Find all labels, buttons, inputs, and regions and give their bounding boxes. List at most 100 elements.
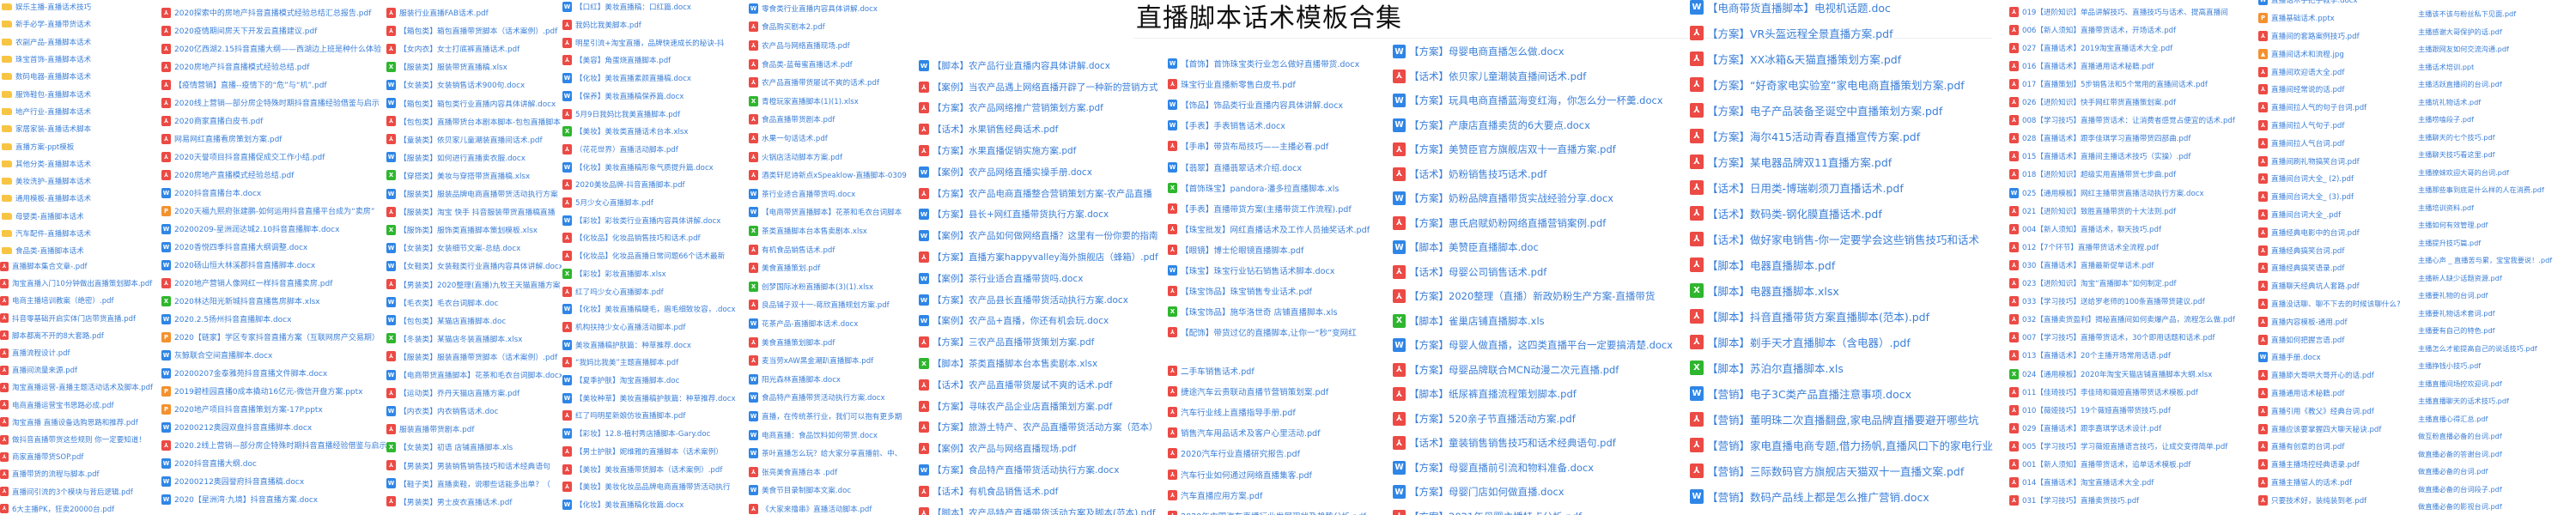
file-item[interactable]: W 【彩妆】彩妆类行业直播内容具体讲解.docx bbox=[562, 211, 720, 229]
file-item[interactable]: ⅄ 014【直播话术】淘宝直播话术大全.pdf bbox=[2009, 474, 2154, 492]
file-item[interactable]: ⅄ 淘宝直播入门10分钟做出直播策划脚本.pdf bbox=[0, 275, 152, 292]
file-item[interactable]: P 2020【链家】学区专家抖音直播方案（互联网房产交易期） bbox=[161, 328, 380, 346]
file-item[interactable]: ⅄ 2020美妆品牌-抖音直播脚本.pdf bbox=[562, 176, 685, 194]
file-item[interactable]: W 【案例】茶行业适合直播带货吗.docx bbox=[919, 268, 1083, 289]
file-item[interactable]: ⅄ 2020商家直播白皮书.pdf bbox=[161, 112, 263, 130]
file-item[interactable]: W 茶叶直播怎么玩？给大家分享直播前、中、 bbox=[749, 444, 902, 463]
file-item[interactable]: W 【方案】母婴电商直播怎么做.docx bbox=[1393, 39, 1564, 64]
file-item[interactable]: W 【方案】母婴直播前引流和物料准备.docx bbox=[1393, 456, 1594, 481]
file-item[interactable]: 主播跟网友如何交流沟通.pdf bbox=[2418, 40, 2509, 58]
file-item[interactable]: 主播培训资料.pdf bbox=[2418, 199, 2474, 217]
file-item[interactable]: X 【服饰类】服饰类直播脚本策划模板.xlsx bbox=[386, 221, 538, 239]
file-item[interactable]: ⅄ 直播通用话术秘籍.pdf bbox=[2258, 385, 2344, 403]
file-item[interactable]: ⅄ 019【进阶知识】单品讲解技巧、直播技巧与话术、提高直播间 bbox=[2009, 3, 2228, 21]
file-item[interactable]: ⅄ 服装直播带货剧本.pdf bbox=[386, 420, 474, 438]
file-item[interactable]: ⅄ 016【直播话术】直播通用话术秘籍.pdf bbox=[2009, 57, 2154, 75]
file-item[interactable]: W 【服装类】如何进行直播卖衣服.docx bbox=[386, 148, 526, 167]
file-item[interactable]: 做互粉直播必备的台词.pdf bbox=[2418, 427, 2502, 445]
file-item[interactable]: ⅄ 脚本都离不开的8大套路.pdf bbox=[0, 327, 104, 344]
file-item[interactable]: W 花茶产品-直播脚本话术.docx bbox=[749, 314, 858, 333]
file-item[interactable]: ⅄ 淘宝直播运营-直播主题活动话术及脚本.pdf bbox=[0, 379, 153, 396]
file-item[interactable]: 主播撩妹欢迎大哥的台词.pdf bbox=[2418, 164, 2509, 182]
file-item[interactable]: X 【脚本】苏泊尔直播脚本.xls bbox=[1690, 354, 1844, 380]
folder-item[interactable]: 通用模板-直播脚本话术 bbox=[2, 190, 91, 207]
file-item[interactable]: W 【案例】农产品网络直播实操手册.docx bbox=[919, 161, 1092, 183]
file-item[interactable]: ⅄ 明星引流+淘宝直播，品牌快速成长的秘诀-抖 bbox=[562, 33, 725, 52]
file-item[interactable]: ⅄ 网易网红直播看房策划方案.pdf bbox=[161, 130, 282, 148]
file-item[interactable]: W 直播，在传统茶行业，我们可以抱有更多期 bbox=[749, 407, 902, 426]
file-item[interactable]: ⅄ 直播没话聊、聊不下去的时候该聊什么? bbox=[2258, 295, 2401, 313]
file-item[interactable]: ⅄ 红了吗明星新娘仿妆直播脚本.pdf bbox=[562, 407, 685, 425]
file-item[interactable]: P 直播基础话术.pptx bbox=[2258, 9, 2335, 27]
file-item[interactable]: W 【首饰】首饰珠宝类行业怎么做好直播带货.docx bbox=[1168, 53, 1359, 74]
file-item[interactable]: W 【保养】美妆直播稿保养篇.docx bbox=[562, 88, 683, 106]
file-item[interactable]: ⅄ 直播经典电影中的台词.pdf bbox=[2258, 223, 2360, 241]
folder-item[interactable]: 食品类-直播脚本话术 bbox=[2, 242, 84, 259]
file-item[interactable]: ⅄ 直播舔大哥哄大哥开心的话.pdf bbox=[2258, 367, 2374, 385]
file-item[interactable]: 主播要有自己的特色.pdf bbox=[2418, 322, 2495, 340]
file-item[interactable]: W 【女装类】女装细节文案-总结.docx bbox=[386, 239, 520, 257]
file-item[interactable]: W 美食节目录制脚本文案.doc bbox=[749, 482, 851, 500]
file-item[interactable]: ⅄ 005【学习技巧】学习薇娅直播语言技巧，让成交变得简单.pdf bbox=[2009, 437, 2227, 455]
file-item[interactable]: W 20200207金泰雅苑抖音直播文件脚本.docx bbox=[161, 364, 327, 382]
file-item[interactable]: ⅄ 直播应该要掌握四大聊天秘诀.pdf bbox=[2258, 420, 2381, 438]
file-item[interactable]: W 【营销】数码产品线上都是怎么推广营销.docx bbox=[1690, 483, 1929, 509]
file-item[interactable]: W 【口红】美妆直播稿：口红篇.docx bbox=[562, 0, 691, 16]
file-item[interactable]: ⅄ 【男装类】男士皮衣直播话术.pdf bbox=[386, 493, 512, 511]
file-item[interactable]: ⅄ 直播间拉人气句子.pdf bbox=[2258, 117, 2344, 135]
file-item[interactable]: W 20200212奥园双盘抖音直播脚本.docx bbox=[161, 418, 312, 436]
file-item[interactable]: ⅄ 电商直播运营宝书思路必成.pdf bbox=[0, 397, 114, 414]
file-item[interactable]: ⅄ 直播脚本集合文章-.pdf bbox=[0, 258, 88, 275]
file-item[interactable]: X 【服装类】服装带货直播稿.xlsx bbox=[386, 58, 507, 76]
file-item[interactable]: ⅄ 农产品与网络直播现场.pdf bbox=[749, 36, 850, 55]
file-item[interactable]: ⅄ 直播引用《教父》经典台词.pdf bbox=[2258, 402, 2374, 420]
file-item[interactable]: ⅄ 【方案】VR头盔远程全景直播方案.pdf bbox=[1690, 20, 1893, 45]
folder-item[interactable]: 珠宝首饰-直播脚本话术 bbox=[2, 51, 91, 68]
file-item[interactable]: ⅄ 007【学习技巧】直播带货话术，30个即用话题和话术.pdf bbox=[2009, 329, 2215, 347]
file-item[interactable]: ⅄ 2020探索中的房地产抖音直播模式经验总结汇总报告.pdf bbox=[161, 3, 371, 21]
file-item[interactable]: ⅄ 麦当劳xAW黑金潮趴直播脚本.pdf bbox=[749, 351, 873, 370]
file-item[interactable]: ⅄ 二手车销售话术.pdf bbox=[1168, 360, 1255, 381]
file-item[interactable]: ⅄ 【眼镜】博士伦眼镜直播脚本.pdf bbox=[1168, 239, 1303, 260]
file-item[interactable]: W 阳光森林直播脚本.docx bbox=[749, 370, 841, 389]
file-item[interactable]: ⅄ 【营销】董明珠二次直播翻盘,家电品牌直播要避开哪些坑 bbox=[1690, 406, 1978, 432]
file-item[interactable]: X 【首饰珠宝】pandora-潘多拉直播脚本.xls bbox=[1168, 178, 1339, 198]
file-item[interactable]: 主播挣钱小技巧.pdf bbox=[2418, 357, 2481, 375]
file-item[interactable]: X 青橙玩家直播脚本(1)(1).xlsx bbox=[749, 92, 859, 111]
file-item[interactable]: ⅄ 【配饰】带货过亿的直播脚本,让你一“秒”变网红 bbox=[1168, 322, 1357, 342]
file-item[interactable]: ⅄ 【运动类】乔丹天猫店直播方案.pdf bbox=[386, 384, 519, 402]
file-item[interactable]: 主播怎么才能提高自己的说话技巧.pdf bbox=[2418, 340, 2537, 358]
file-item[interactable]: 主播提升技巧篇.pdf bbox=[2418, 234, 2481, 252]
file-item[interactable]: ⅄ 直播间的套路案例技巧.pdf bbox=[2258, 27, 2360, 45]
file-item[interactable]: ⅄ 008【学习技巧】直播带货话术：让消费者感觉占便宜的话术.pdf bbox=[2009, 112, 2235, 130]
file-item[interactable]: ⅄ 电商主播培训教案（绝密）.pdf bbox=[0, 292, 114, 309]
file-item[interactable]: ⅄ 【方案】XX冰箱&天猫直播策划方案.pdf bbox=[1690, 45, 1901, 71]
file-item[interactable]: ⅄ 010【薇娅技巧】19个薇娅直播带货技巧.pdf bbox=[2009, 401, 2171, 419]
file-item[interactable]: ⅄ 2020年中国汽车直播行业发展现状及趋势分析.pdf bbox=[1168, 506, 1366, 515]
file-item[interactable]: ⅄ 【话术】做好家电销售-你一定要学会这些销售技巧和话术 bbox=[1690, 226, 1979, 251]
file-item[interactable]: X 【女装类】初语 店铺直播脚本.xls bbox=[386, 438, 513, 456]
file-item[interactable]: ⅄ 【话术】童装销售销售技巧和话术经典语句.pdf bbox=[1393, 431, 1616, 456]
file-item[interactable]: ⅄ 【包包类】直播带货台本剧本脚本-包包直播脚本 bbox=[386, 112, 561, 130]
file-item[interactable]: ⅄ 【男装类】男装销售销售技巧和话术经典语句 bbox=[386, 457, 550, 475]
file-item[interactable]: W 直播手册.docx bbox=[2258, 348, 2321, 367]
file-item[interactable]: ⅄ 【方案】电子产品装备圣诞空中直播策划方案.pdf bbox=[1690, 97, 1942, 123]
file-item[interactable]: W 食品特产直播带货活动执行方案.docx bbox=[749, 389, 885, 408]
file-item[interactable]: ⅄ 【话术】依贝家儿童潮装直播间话术.pdf bbox=[1393, 64, 1586, 89]
file-item[interactable]: ⅄ 服装行业直播FAB话术.pdf bbox=[386, 3, 489, 21]
file-item[interactable]: X 【彩妆】彩妆直播脚本.xlsx bbox=[562, 265, 666, 283]
file-item[interactable]: ⅄ 捷途汽车云贵联动直播节营销策划案.pdf bbox=[1168, 381, 1328, 402]
file-item[interactable]: ⅄ 013【直播话术】20个主播开场常用话语.pdf bbox=[2009, 347, 2171, 365]
file-item[interactable]: ⅄ 【服装类】淘宝 快手 抖音服装带货直播稿直播 bbox=[386, 203, 556, 221]
file-item[interactable]: P 2020地产项目抖音直播策划方案-17P.pptx bbox=[161, 400, 323, 418]
file-item[interactable]: ⅄ 汽车行业线上直播指导手册.pdf bbox=[1168, 402, 1296, 422]
file-item[interactable]: 主播直播心得汇总.pdf bbox=[2418, 410, 2488, 428]
file-item[interactable]: W 2020砀山恒大林溪郡抖音直播脚本.docx bbox=[161, 256, 315, 274]
file-item[interactable]: ⅄ 023【进阶知识】淘宝“直播脚本”如何制定.pdf bbox=[2009, 275, 2176, 293]
file-item[interactable]: ⅄ 【方案】直播方案happyvalley海外旗舰店（蜂箱）.pdf bbox=[919, 246, 1158, 268]
file-item[interactable]: W 【脚本】美赞臣直播脚本.doc bbox=[1393, 235, 1539, 260]
file-item[interactable]: W 【方案】食品特产直播带货活动执行方案.docx bbox=[919, 459, 1119, 481]
file-item[interactable]: W 【方案】农产品县长直播带货活动执行方案.docx bbox=[919, 289, 1128, 311]
file-item[interactable]: ⅄ 做抖音直播带货这些规则 你一定要知道！ bbox=[0, 431, 146, 448]
file-item[interactable]: ⅄ 【案例】农产品与网络直播现场.pdf bbox=[919, 438, 1076, 459]
